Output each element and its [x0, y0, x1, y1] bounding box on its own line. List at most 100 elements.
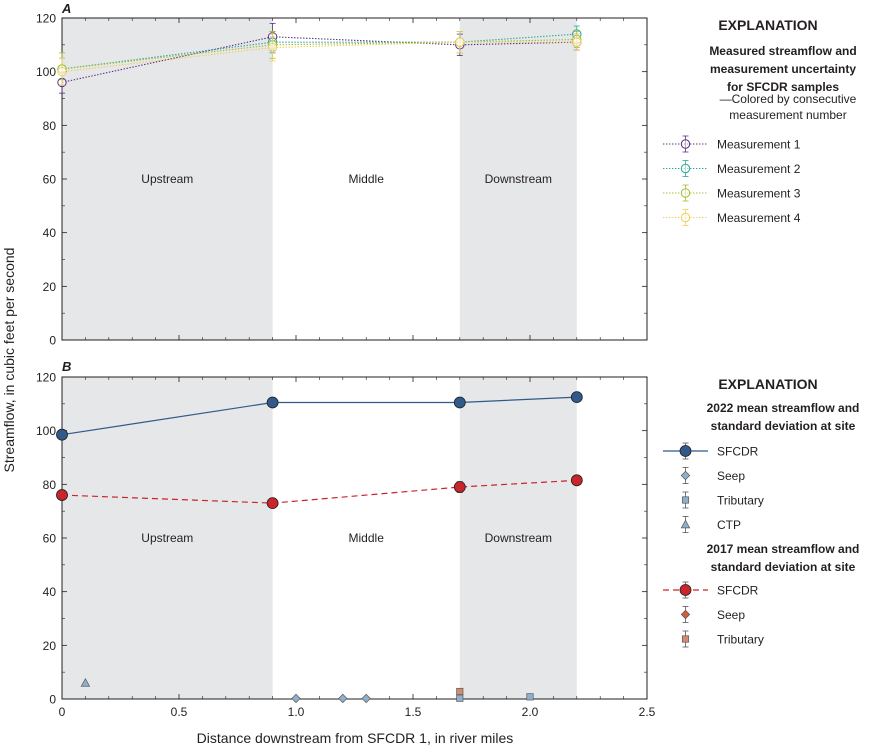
- legend-b-2022-heading-line: 2022 mean streamflow and: [707, 401, 860, 415]
- panel-b: B Upstream Middle Downstream 0 20 40 60 80 100 12…: [36, 359, 656, 719]
- region-label-downstream: Downstream: [485, 172, 552, 186]
- legend-b-2017-seep-label: Seep: [717, 608, 745, 622]
- series-2017-sfcdr-point: [570, 474, 583, 487]
- legend-a-subtitle-line: Measured streamflow and: [709, 44, 856, 58]
- legend-a-subtitle-line: for SFCDR samples: [727, 80, 839, 94]
- legend-b-2022-tributary-marker: [681, 496, 690, 504]
- series-2017-sfcdr: [56, 474, 583, 510]
- legend-a-measurement-2-label: Measurement 2: [717, 162, 801, 176]
- series-2022-seep: [291, 693, 371, 704]
- series-measurement-1-line: [61, 36, 577, 83]
- series-2022-sfcdr: [56, 391, 583, 441]
- y-tick-label: 80: [43, 119, 57, 133]
- series-2022-sfcdr-point: [570, 391, 583, 404]
- legend-a-subtitle-line: measurement uncertainty: [710, 62, 856, 76]
- legend-b-2017-sfcdr-marker: [679, 584, 692, 596]
- legend-b-2022-tributary-label: Tributary: [717, 494, 764, 508]
- legend-b-2022-seep-label: Seep: [717, 469, 745, 483]
- region-shade-downstream: [459, 377, 577, 699]
- series-2022-tributary-point: [526, 693, 534, 701]
- series-2022-seep-point: [338, 693, 348, 704]
- series-2022-sfcdr-line: [61, 396, 577, 436]
- series-2017-sfcdr-point: [56, 489, 68, 501]
- legend-a: EXPLANATION Measured streamflow and measur…: [663, 17, 857, 226]
- legend-b-2022-sfcdr-label: SFCDR: [717, 445, 759, 459]
- y-tick-label: 80: [43, 478, 57, 492]
- y-tick-label: 120: [36, 371, 56, 385]
- legend-b-2017-sfcdr-label: SFCDR: [717, 584, 759, 598]
- series-measurement-4-point: [267, 42, 278, 53]
- legend-a-measurement-4-label: Measurement 4: [717, 211, 801, 225]
- y-tick-label: 40: [43, 585, 57, 599]
- legend-b-2017-heading-line: 2017 mean streamflow and: [707, 542, 860, 556]
- y-tick-label: 60: [43, 173, 57, 187]
- series-measurement-4-point: [572, 37, 582, 47]
- x-tick-label: 2.5: [639, 705, 656, 719]
- legend-a-measurement-1-marker: [680, 139, 691, 149]
- series-2022-sfcdr-point: [453, 396, 466, 409]
- y-tick-label: 0: [49, 334, 56, 348]
- y-tick-label: 120: [36, 12, 56, 26]
- series-2022-seep-point: [291, 693, 301, 704]
- legend-b-2017-seep-marker: [680, 609, 691, 620]
- region-shade-downstream: [459, 18, 577, 340]
- legend-b-2022-sfcdr-marker: [679, 445, 692, 457]
- region-label-middle: Middle: [349, 531, 385, 545]
- series-2022-sfcdr-point: [266, 396, 279, 409]
- x-tick-label: 0: [59, 705, 66, 719]
- series-measurement-2-line: [61, 33, 577, 70]
- region-label-middle: Middle: [349, 172, 385, 186]
- legend-b-title: EXPLANATION: [718, 376, 817, 392]
- region-label-downstream: Downstream: [485, 531, 552, 545]
- y-tick-label: 0: [49, 693, 56, 707]
- series-2022-ctp-point: [80, 677, 91, 687]
- panel-a-letter: A: [61, 1, 71, 16]
- region-shade-upstream: [62, 377, 273, 699]
- x-tick-label: 1.0: [288, 705, 305, 719]
- x-tick-label: 2.0: [522, 705, 539, 719]
- legend-a-measurement-2-marker: [680, 163, 691, 174]
- x-tick-label: 0.5: [171, 705, 188, 719]
- series-measurement-4-line: [61, 41, 577, 73]
- region-label-upstream: Upstream: [141, 531, 193, 545]
- region-shade-upstream: [62, 18, 273, 340]
- legend-a-measurement-3-marker: [680, 188, 691, 198]
- x-axis-label: Distance downstream from SFCDR 1, in riv…: [197, 730, 514, 746]
- panel-b-letter: B: [62, 359, 71, 374]
- panel-a: A Upstream Middle Downstream 0 20 40 60 80 100 12…: [36, 1, 648, 348]
- series-2017-sfcdr-line: [61, 479, 577, 504]
- y-axis-label: Streamflow, in cubic feet per second: [1, 248, 17, 473]
- series-2022-seep-point: [361, 693, 371, 704]
- series-2022-ctp: [80, 677, 91, 687]
- series-measurement-4-point: [455, 37, 465, 47]
- series-measurement-3-line: [61, 38, 577, 70]
- legend-a-measurement-3-label: Measurement 3: [717, 187, 801, 201]
- legend-b-2017-tributary-label: Tributary: [717, 633, 764, 647]
- x-tick-label: 1.5: [405, 705, 422, 719]
- series-2017-tributary-point: [456, 687, 464, 696]
- series-measurement-4: [57, 31, 582, 86]
- legend-b-2017-tributary-marker: [681, 635, 690, 643]
- legend-b-2022-ctp-label: CTP: [717, 518, 741, 532]
- series-measurement-4-point: [57, 66, 67, 77]
- y-tick-label: 60: [43, 532, 57, 546]
- series-2017-sfcdr-point: [453, 481, 466, 493]
- legend-b-2022-seep-marker: [680, 470, 691, 481]
- legend-b-2022-heading-line: standard deviation at site: [711, 419, 856, 433]
- y-tick-label: 40: [43, 226, 57, 240]
- series-2022-tributary-point: [456, 694, 464, 702]
- legend-a-note-line: —Colored by consecutive: [720, 92, 857, 106]
- series-2022-sfcdr-point: [56, 428, 68, 441]
- legend-a-note-line: measurement number: [729, 108, 846, 122]
- y-tick-label: 100: [36, 424, 56, 438]
- legend-a-measurement-1-label: Measurement 1: [717, 138, 801, 152]
- region-label-upstream: Upstream: [141, 172, 193, 186]
- legend-a-measurement-4-marker: [680, 212, 691, 223]
- legend-a-title: EXPLANATION: [718, 17, 817, 33]
- y-tick-label: 20: [43, 280, 57, 294]
- series-2017-sfcdr-point: [266, 497, 279, 510]
- legend-b: EXPLANATION 2022 mean streamflow and stand…: [663, 376, 860, 648]
- legend-b-2022-ctp-marker: [680, 519, 691, 529]
- y-tick-label: 100: [36, 65, 56, 79]
